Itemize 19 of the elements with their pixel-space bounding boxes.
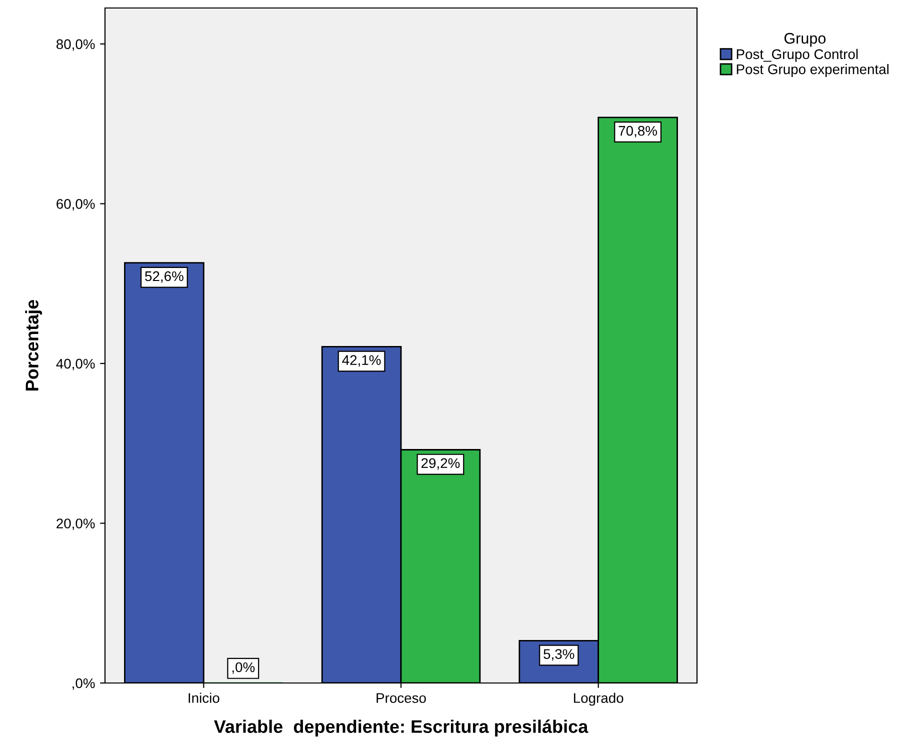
legend-label: Post_Grupo Control [736,48,858,62]
y-tick-label: 80,0% [56,39,95,51]
x-axis-title: Variable dependiente: Escritura presilábica [214,720,588,737]
y-tick-label: 40,0% [56,358,95,370]
y-tick-label: 60,0% [56,199,95,211]
data-label: 5,3% [544,649,574,661]
legend-label: Post Grupo experimental [736,64,888,77]
data-label: 42,1% [342,355,381,367]
y-tick-label: ,0% [72,678,95,690]
data-label: ,0% [232,662,255,674]
x-tick-label: Proceso [376,693,426,703]
y-axis-title: Porcentaje [25,300,42,390]
y-tick-label: 20,0% [56,518,95,530]
x-tick-label: Inicio [188,692,220,703]
data-label: 29,2% [421,458,460,470]
data-label: 70,8% [618,126,657,138]
x-tick-label: Logrado [574,692,624,706]
data-label: 52,6% [145,271,184,283]
legend-title: Grupo [784,32,826,47]
